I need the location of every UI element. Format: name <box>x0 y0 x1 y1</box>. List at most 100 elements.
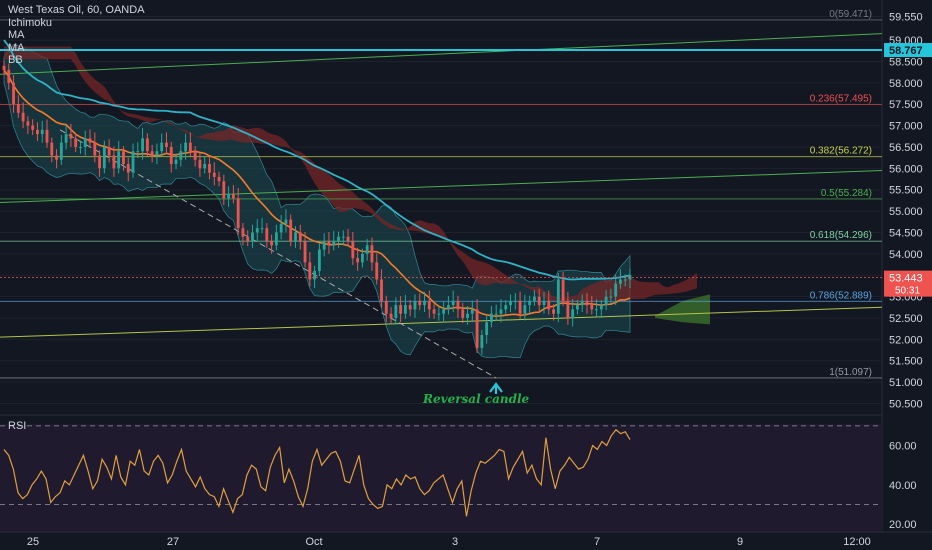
chart-legend: West Texas Oil, 60, OANDA Ichimoku MA MA… <box>8 4 145 67</box>
candle-body <box>217 176 221 182</box>
candle-body <box>475 309 479 348</box>
candle-body <box>523 305 527 314</box>
trendline-mid <box>0 169 883 204</box>
candle-body <box>102 146 106 169</box>
candle-body <box>31 125 35 130</box>
candle-body <box>461 309 465 318</box>
bollinger-band <box>3 44 631 359</box>
reversal-annotation: Reversal candle <box>423 392 530 406</box>
candle-body <box>619 279 622 284</box>
candle-body <box>399 305 403 314</box>
candle-body <box>107 146 111 156</box>
fib-level-label: 0.5(55.284) <box>821 188 872 199</box>
candle-body <box>609 296 613 298</box>
candle-body <box>45 129 49 143</box>
candle-body <box>36 129 39 135</box>
candle-body <box>470 309 474 314</box>
candle-body <box>93 142 97 156</box>
candle-body <box>337 236 340 241</box>
last-price-label: 53.443 <box>889 273 923 285</box>
candle-body <box>561 279 565 301</box>
candle-body <box>604 296 608 306</box>
indicator-ichimoku[interactable]: Ichimoku <box>8 16 53 29</box>
fib-level-label: 0.618(54.296) <box>810 230 872 241</box>
candle-body <box>212 172 216 177</box>
candle-body <box>246 236 250 241</box>
candle-body <box>413 300 417 310</box>
candle-body <box>69 134 73 139</box>
indicator-ma-2[interactable]: MA <box>8 41 25 54</box>
candle-body <box>322 240 326 250</box>
candle-body <box>571 309 575 318</box>
candle-body <box>403 305 407 314</box>
candle-body <box>456 300 460 310</box>
candle-body <box>16 104 20 113</box>
rsi-background <box>0 424 882 532</box>
candle-body <box>98 155 101 169</box>
indicator-bb[interactable]: BB <box>8 54 23 66</box>
candle-body <box>489 313 493 323</box>
candle-body <box>590 305 594 310</box>
price-tick-label: 58.500 <box>889 56 923 68</box>
candle-body <box>21 112 25 122</box>
rsi-tick-label: 20.00 <box>889 519 917 531</box>
candle-body <box>547 300 551 310</box>
rsi-pane[interactable] <box>0 424 882 532</box>
candle-body <box>442 309 446 314</box>
candle-body <box>64 134 68 143</box>
candle-body <box>499 309 503 314</box>
candle-body <box>279 223 283 233</box>
candle-body <box>580 300 584 306</box>
price-tick-label: 50.500 <box>889 398 923 410</box>
candle-body <box>595 309 598 311</box>
price-axis[interactable]: 59.55059.00058.50058.00057.50057.00056.5… <box>884 12 932 532</box>
countdown-label: 50:31 <box>895 286 920 297</box>
ma-slow-line <box>3 39 631 281</box>
candle-body <box>380 279 383 301</box>
candle-body <box>509 300 512 306</box>
candle-body <box>427 300 431 310</box>
candle-body <box>179 151 183 160</box>
price-tick-label: 56.500 <box>889 142 923 154</box>
fib-level-label: 0.236(57.495) <box>810 93 872 104</box>
candle-body <box>327 240 331 246</box>
price-tick-label: 57.000 <box>889 121 923 133</box>
candle-body <box>513 300 517 302</box>
candle-body <box>542 300 546 306</box>
candle-body <box>227 193 231 199</box>
candle-body <box>437 313 441 315</box>
price-tick-label: 54.500 <box>889 227 923 239</box>
trendline-lower <box>0 306 883 338</box>
symbol-title[interactable]: West Texas Oil, 60, OANDA <box>8 4 145 16</box>
candle-body <box>332 240 336 246</box>
trendline-upper <box>0 33 883 75</box>
candle-body <box>351 240 355 259</box>
price-tick-label: 55.000 <box>889 206 923 218</box>
candle-body <box>155 151 159 156</box>
candle-body <box>255 228 259 233</box>
candle-body <box>504 305 508 310</box>
candle-body <box>370 245 374 263</box>
price-tick-label: 52.000 <box>889 334 923 346</box>
candle-body <box>7 69 11 83</box>
time-tick-label: 7 <box>594 536 600 548</box>
candle-body <box>165 142 168 147</box>
candle-body <box>537 296 541 306</box>
candle-body <box>289 219 293 241</box>
candle-body <box>208 164 211 173</box>
candle-body <box>274 232 278 246</box>
candle-body <box>188 142 192 152</box>
time-tick-label: 9 <box>737 536 743 548</box>
indicator-ma-1[interactable]: MA <box>8 29 25 41</box>
candle-body <box>394 305 398 318</box>
candle-body <box>251 232 254 241</box>
candle-body <box>566 300 570 318</box>
candle-body <box>193 151 197 160</box>
candle-body <box>317 249 321 271</box>
candle-body <box>298 232 302 241</box>
time-axis[interactable]: 25 27 Oct 3 7 9 12:00 <box>0 531 932 548</box>
candle-body <box>184 142 188 152</box>
candle-body <box>236 198 240 229</box>
rsi-legend[interactable]: RSI <box>8 420 27 432</box>
